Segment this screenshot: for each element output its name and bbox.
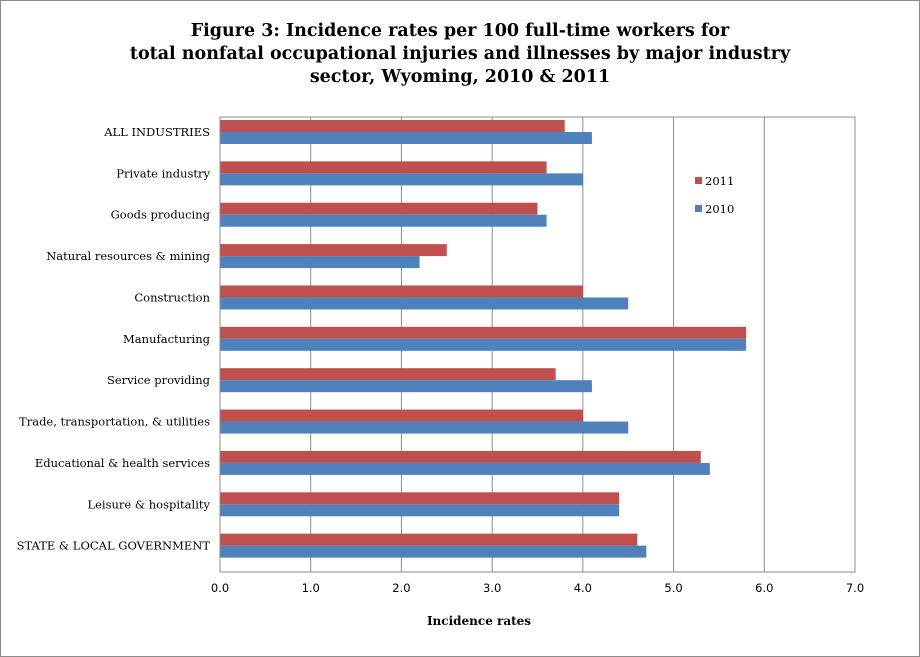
legend-label-2010: 2010: [705, 202, 734, 216]
bar-2010: [220, 380, 592, 393]
bar-2011: [220, 120, 565, 132]
bar-2010: [220, 214, 547, 227]
bar-2010: [220, 504, 620, 517]
chart-title-line-3: sector, Wyoming, 2010 & 2011: [309, 67, 611, 87]
legend: 2011 2010: [695, 174, 734, 216]
category-label: ALL INDUSTRIES: [103, 125, 210, 139]
x-tick-label: 4.0: [574, 581, 592, 595]
bar-2011: [220, 450, 701, 463]
category-label: STATE & LOCAL GOVERNMENT: [17, 539, 211, 553]
bar-2011: [220, 161, 547, 174]
x-tick-label: 7.0: [846, 581, 864, 595]
bar-2010: [220, 421, 629, 434]
bar-2010: [220, 462, 710, 475]
bars: [220, 120, 747, 558]
x-tick-labels: 0.0 1.0 2.0 3.0 4.0 5.0 6.0 7.0: [211, 581, 864, 595]
bar-2011: [220, 492, 620, 505]
x-tick-label: 2.0: [392, 581, 410, 595]
category-label: Service providing: [107, 373, 211, 387]
category-label: Manufacturing: [123, 332, 211, 346]
x-tick-label: 1.0: [302, 581, 320, 595]
bar-2011: [220, 326, 747, 339]
bar-2011: [220, 409, 583, 422]
legend-swatch-2011: [695, 177, 702, 184]
legend-swatch-2010: [695, 205, 702, 212]
bar-2011: [220, 202, 538, 215]
chart-title-line-2: total nonfatal occupational injuries and…: [129, 44, 791, 64]
bar-2011: [220, 244, 447, 257]
bar-2010: [220, 338, 747, 351]
x-tick-label: 3.0: [483, 581, 501, 595]
category-label: Construction: [134, 290, 210, 304]
bar-2011: [220, 368, 556, 381]
bar-2011: [220, 285, 583, 298]
category-label: Leisure & hospitality: [87, 497, 210, 511]
category-label: Educational & health services: [35, 456, 210, 470]
bar-2010: [220, 545, 647, 558]
category-label: Private industry: [116, 166, 210, 180]
x-tick-label: 5.0: [664, 581, 682, 595]
chart-title: Figure 3: Incidence rates per 100 full-t…: [60, 20, 860, 89]
category-labels: ALL INDUSTRIES Private industry Goods prod…: [17, 125, 211, 553]
category-label: Natural resources & mining: [46, 249, 210, 263]
x-tick-label: 0.0: [211, 581, 229, 595]
x-tick-label: 6.0: [755, 581, 773, 595]
bar-2010: [220, 132, 592, 144]
x-axis-title: Incidence rates: [427, 614, 531, 628]
category-label: Trade, transportation, & utilities: [19, 415, 210, 429]
bar-2010: [220, 297, 629, 310]
bar-2011: [220, 533, 638, 546]
chart-title-line-1: Figure 3: Incidence rates per 100 full-t…: [190, 21, 730, 41]
plot-area-border: [219, 116, 856, 573]
legend-label-2011: 2011: [705, 174, 734, 188]
category-label: Goods producing: [111, 208, 211, 222]
bar-2010: [220, 256, 420, 269]
bar-2010: [220, 173, 583, 186]
